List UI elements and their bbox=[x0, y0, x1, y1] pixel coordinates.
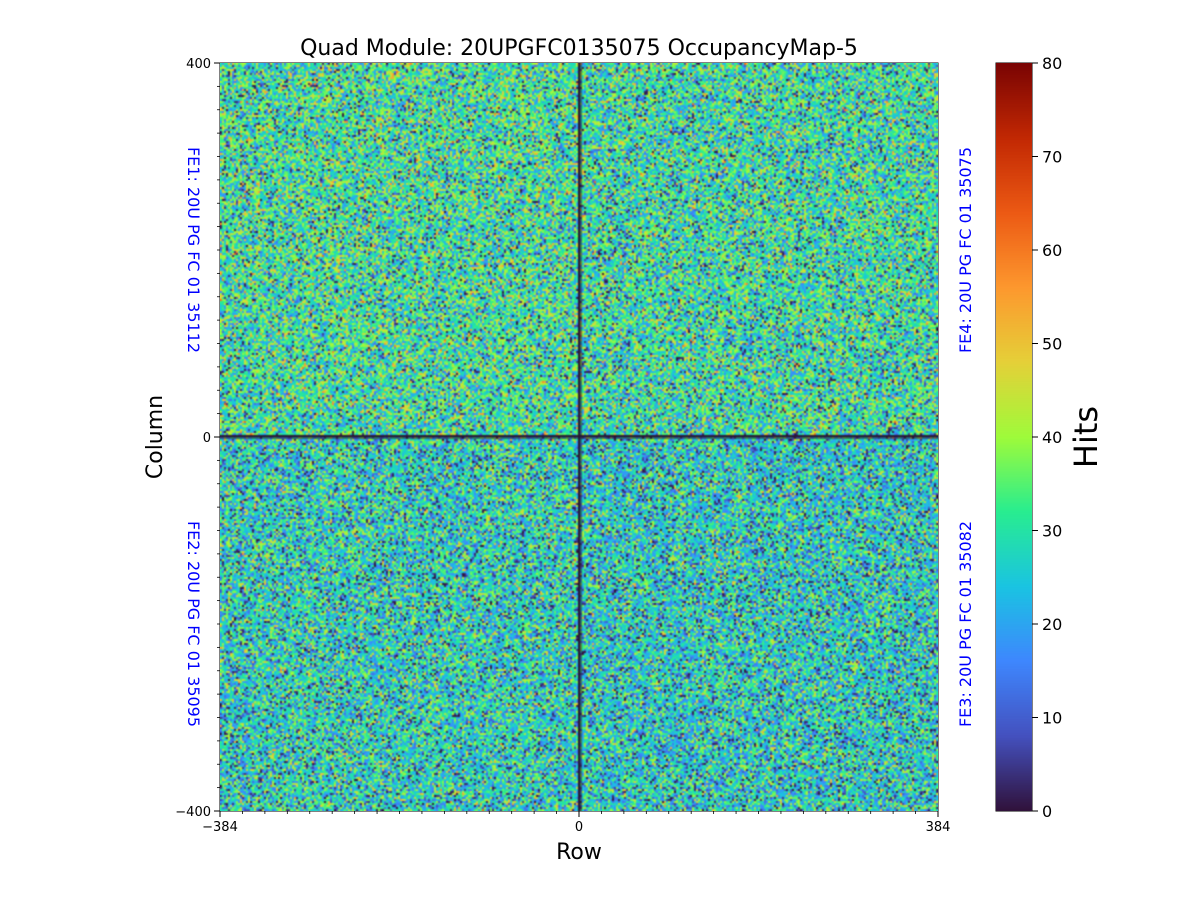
colorbar-axis: 0 10 20 30 40 50 60 70 80 bbox=[1032, 54, 1062, 821]
y-tick-label: 0 bbox=[203, 431, 211, 446]
fe3-label: FE3: 20U PG FC 01 35082 bbox=[956, 521, 975, 727]
x-tick-label: 384 bbox=[926, 820, 951, 835]
x-tick-label: −384 bbox=[202, 820, 238, 835]
colorbar-tick-label: 0 bbox=[1042, 802, 1052, 821]
heatmap-image bbox=[220, 63, 938, 811]
y-axis-label: Column bbox=[143, 395, 168, 479]
colorbar-label: Hits bbox=[1067, 406, 1105, 468]
fe2-label: FE2: 20U PG FC 01 35095 bbox=[184, 521, 203, 727]
colorbar-tick-label: 20 bbox=[1042, 615, 1062, 634]
colorbar-tick-label: 30 bbox=[1042, 522, 1062, 541]
colorbar-tick-label: 40 bbox=[1042, 428, 1062, 447]
colorbar-tick-label: 80 bbox=[1042, 54, 1062, 73]
fe4-label: FE4: 20U PG FC 01 35075 bbox=[956, 147, 975, 353]
fe1-label: FE1: 20U PG FC 01 35112 bbox=[184, 147, 203, 353]
y-axis: 400 0 −400 bbox=[175, 57, 220, 820]
x-axis: −384 0 384 bbox=[202, 811, 950, 835]
y-tick-label: −400 bbox=[175, 805, 211, 820]
colorbar-tick-label: 70 bbox=[1042, 148, 1062, 167]
colorbar-gradient bbox=[996, 63, 1032, 811]
colorbar-tick-label: 10 bbox=[1042, 709, 1062, 728]
colorbar-tick-label: 60 bbox=[1042, 241, 1062, 260]
x-axis-label: Row bbox=[556, 840, 602, 865]
chart-title: Quad Module: 20UPGFC0135075 OccupancyMap… bbox=[300, 36, 858, 61]
y-tick-label: 400 bbox=[186, 57, 211, 72]
x-tick-label: 0 bbox=[575, 820, 583, 835]
colorbar-tick-label: 50 bbox=[1042, 335, 1062, 354]
